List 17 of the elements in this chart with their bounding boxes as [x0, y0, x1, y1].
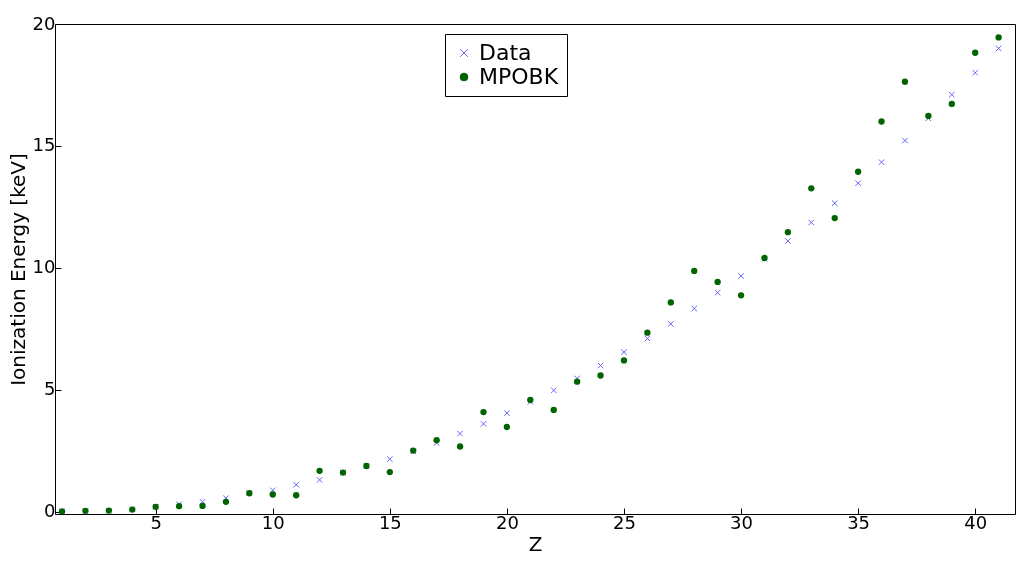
legend-label: Data	[479, 40, 532, 65]
y-tick-label: 20	[32, 12, 56, 34]
y-tick-label: 5	[44, 378, 56, 400]
x-axis-title: Z	[528, 531, 543, 556]
x-tick-label: 30	[730, 511, 753, 533]
y-tick-label: 10	[32, 256, 56, 278]
x-tick-label: 35	[847, 511, 871, 533]
x-tick-label: 5	[150, 511, 162, 533]
legend-label: MPOBK	[479, 64, 559, 89]
x-tick-label: 25	[613, 511, 636, 533]
x-tick-label: 15	[378, 511, 402, 533]
x-tick-label: 40	[964, 511, 988, 533]
x-tick-label: 20	[495, 511, 519, 533]
y-tick-label: 15	[32, 134, 56, 156]
y-tick-label: 0	[44, 500, 56, 522]
x-tick-label: 10	[261, 511, 285, 533]
y-axis-title: Ionization Energy [keV]	[5, 153, 30, 386]
